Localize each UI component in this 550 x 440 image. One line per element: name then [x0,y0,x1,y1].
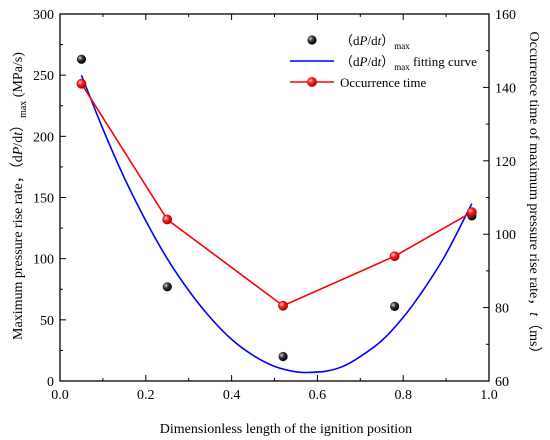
y-left-tick-label: 150 [33,192,54,207]
y-left-tick-label: 0 [47,375,54,390]
y-right-tick-label: 60 [495,375,509,390]
y-right-tick-label: 120 [495,155,516,170]
y-left-axis-title: Maximum pressure rise rate，（dP/dt）max (M… [10,52,29,340]
y-left-tick-label: 200 [33,130,54,145]
y-left-tick-label: 250 [33,69,54,84]
scatter-point [162,282,172,292]
axis-ticks: 0.0 0.2 0.4 0.6 0.8 1.0 0 50 100 150 200 250 300 60 80… [33,8,516,403]
x-tick-label: 0.2 [137,388,155,403]
series-layer [76,54,477,374]
y-right-tick-label: 80 [495,302,509,317]
x-tick-label: 0.4 [223,388,241,403]
x-tick-label: 1.0 [480,388,498,403]
y-right-axis-title: Occurrence time of maximum pressure rise… [526,32,542,361]
x-axis-title: Dimensionless length of the ignition pos… [160,422,412,437]
y-left-tick-label: 50 [40,314,54,329]
legend-label: （dP/dt）max fitting curve [340,54,477,72]
legend-label: Occurrence time [340,75,426,90]
scatter-point [278,351,288,362]
x-tick-label: 0.0 [51,388,69,403]
y-right-tick-label: 100 [495,228,516,243]
x-tick-label: 0.6 [309,388,327,403]
plot-border [59,13,490,382]
occurrence-time-point [278,300,288,311]
fitting-curve-line [80,74,473,374]
legend-marker-scatter [307,35,317,45]
legend-marker-occurrence-point [307,77,317,87]
scatter-point [390,301,400,311]
legend-label: （dP/dt）max [340,33,410,51]
plot-frame [59,13,490,382]
legend: （dP/dt）max （dP/dt）max fitting curve Occurr… [290,33,477,90]
x-tick-label: 0.8 [394,388,412,403]
scatter-point [76,54,87,64]
y-left-tick-label: 100 [33,253,54,268]
occurrence-time-point [389,251,400,262]
y-left-tick-label: 300 [33,8,54,23]
occurrence-time-point [162,214,173,225]
y-right-tick-label: 160 [495,8,516,23]
y-right-tick-label: 140 [495,81,516,96]
occurrence-time-point [76,78,87,89]
occurrence-time-point [466,207,477,218]
occurrence-time-line [80,83,473,307]
